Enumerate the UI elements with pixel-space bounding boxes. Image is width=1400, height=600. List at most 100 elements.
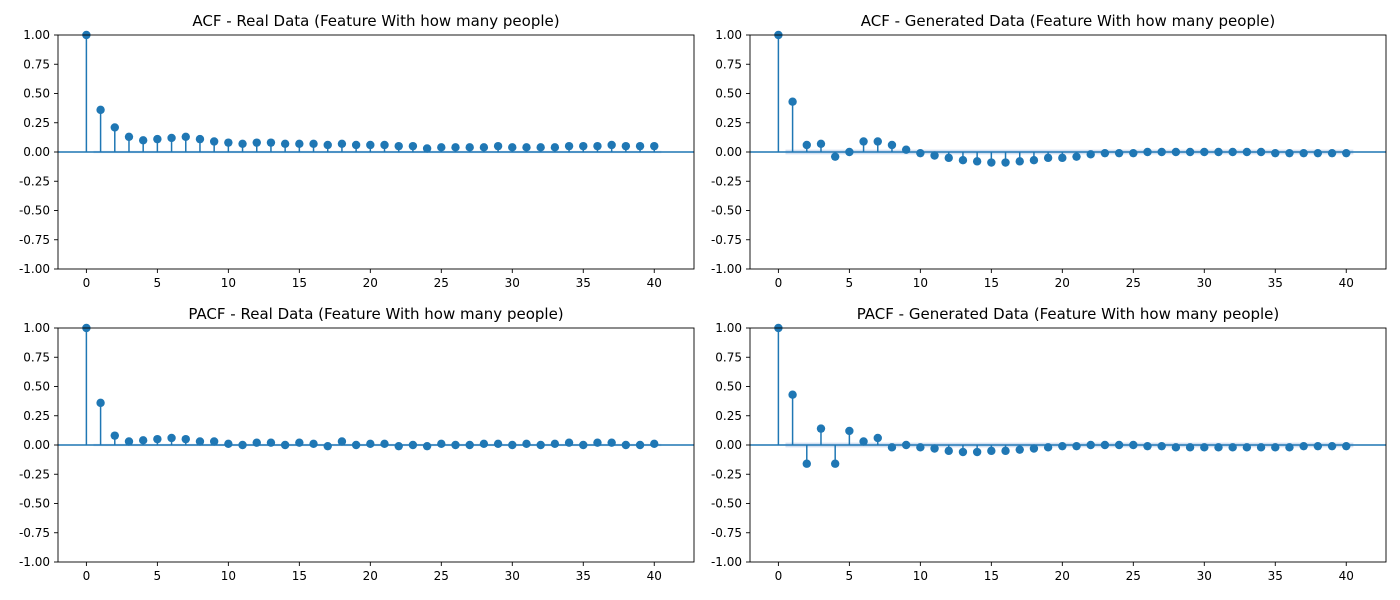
- acf-real-point: [366, 140, 375, 150]
- pacf-real-point: [224, 439, 233, 449]
- acf-real-panel: ACF - Real Data (Feature With how many p…: [19, 12, 695, 290]
- acf-real-xtick-label: 0: [83, 276, 91, 290]
- pacf-generated-ytick-label: 1.00: [715, 321, 742, 335]
- acf-real-ytick-label: -0.50: [19, 204, 50, 218]
- acf-real-point: [607, 140, 616, 150]
- acf-generated-point: [788, 97, 797, 106]
- pacf-real-point: [280, 440, 290, 450]
- acf-generated-point: [930, 151, 939, 160]
- pacf-generated-point: [916, 443, 925, 452]
- acf-generated-point: [1143, 147, 1152, 157]
- acf-generated-point: [944, 153, 953, 163]
- pacf-generated-xtick-label: 5: [846, 569, 854, 583]
- acf-generated-point: [1185, 147, 1195, 157]
- pacf-real-point: [96, 398, 105, 408]
- acf-generated-point: [1214, 147, 1223, 157]
- acf-real-point: [124, 132, 134, 141]
- pacf-generated-point: [845, 426, 854, 436]
- pacf-real-ytick-label: 0.00: [23, 438, 50, 452]
- pacf-real-ytick-label: 0.25: [23, 409, 50, 423]
- acf-generated-point: [1072, 152, 1081, 161]
- pacf-generated-point: [1214, 443, 1223, 452]
- acf-real-xtick-label: 40: [647, 276, 662, 290]
- acf-real-point: [437, 143, 446, 152]
- acf-generated-point: [1015, 157, 1024, 166]
- acf-generated-point: [1327, 148, 1337, 158]
- pacf-real-point: [380, 439, 389, 449]
- pacf-generated-point: [930, 444, 939, 453]
- pacf-generated-point: [1256, 443, 1266, 452]
- acf-real-point: [167, 133, 176, 143]
- acf-generated-point: [830, 152, 840, 161]
- acf-generated-point: [1200, 147, 1209, 157]
- acf-generated-point: [802, 140, 811, 150]
- pacf-generated-point: [1058, 441, 1067, 451]
- acf-generated-xtick-label: 35: [1268, 276, 1283, 290]
- acf-real-xtick-label: 25: [434, 276, 449, 290]
- acf-generated-ytick-label: 0.50: [715, 87, 742, 101]
- acf-real-point: [195, 134, 205, 144]
- acf-generated-point: [1299, 148, 1308, 158]
- acf-real-point: [479, 143, 489, 152]
- pacf-generated-point: [1185, 443, 1195, 452]
- acf-real-point: [110, 123, 119, 132]
- pacf-real-point: [209, 437, 219, 446]
- acf-generated-point: [1242, 147, 1252, 157]
- acf-real-point: [422, 144, 432, 153]
- pacf-real-title: PACF - Real Data (Feature With how many …: [188, 305, 563, 323]
- acf-real-ytick-label: -1.00: [19, 262, 50, 276]
- pacf-real-point: [351, 440, 361, 450]
- pacf-generated-xtick-label: 25: [1126, 569, 1141, 583]
- pacf-real-point: [650, 439, 659, 449]
- pacf-real-point: [153, 434, 162, 444]
- acf-real-ytick-label: 1.00: [23, 28, 50, 42]
- acf-real-point: [323, 140, 332, 150]
- pacf-generated-point: [859, 437, 868, 446]
- pacf-real-ytick-label: -0.75: [19, 526, 50, 540]
- acf-real-ytick-label: 0.00: [23, 145, 50, 159]
- acf-real-ytick-label: -0.25: [19, 174, 50, 188]
- acf-generated-point: [1114, 148, 1124, 158]
- acf-generated-xtick-label: 0: [775, 276, 783, 290]
- acf-real-point: [337, 139, 347, 149]
- pacf-generated-point: [1285, 443, 1294, 452]
- acf-generated-ytick-label: 0.25: [715, 116, 742, 130]
- pacf-generated-xtick-label: 10: [913, 569, 928, 583]
- pacf-real-point: [493, 439, 503, 449]
- pacf-real-point: [564, 438, 574, 447]
- acf-real-point: [351, 140, 361, 150]
- pacf-real-point: [295, 438, 304, 447]
- pacf-generated-ytick-label: -0.25: [711, 467, 742, 481]
- acf-real-point: [252, 138, 261, 147]
- pacf-real-point: [309, 439, 318, 449]
- pacf-real-point: [621, 440, 631, 450]
- acf-generated-xtick-label: 20: [1055, 276, 1070, 290]
- pacf-generated-xtick-label: 15: [984, 569, 999, 583]
- pacf-real-point: [550, 439, 560, 449]
- acf-real-point: [579, 141, 588, 151]
- acf-real-point: [295, 139, 304, 149]
- pacf-real-xtick-label: 20: [363, 569, 378, 583]
- pacf-real-ytick-label: -1.00: [19, 555, 50, 569]
- pacf-real-xtick-label: 15: [292, 569, 307, 583]
- pacf-real-point: [607, 438, 616, 447]
- acf-generated-point: [1313, 148, 1323, 158]
- pacf-real-point: [593, 438, 602, 447]
- pacf-real-xtick-label: 35: [576, 569, 591, 583]
- pacf-generated-point: [1086, 440, 1095, 450]
- acf-real-point: [224, 138, 233, 147]
- acf-generated-ytick-label: -0.25: [711, 174, 742, 188]
- pacf-generated-point: [1043, 443, 1053, 452]
- acf-real-point: [394, 141, 403, 151]
- pacf-real-point: [238, 440, 247, 450]
- pacf-real-point: [167, 433, 176, 443]
- pacf-generated-ytick-label: 0.00: [715, 438, 742, 452]
- acf-real-ytick-label: 0.50: [23, 87, 50, 101]
- acf-generated-point: [958, 155, 968, 165]
- acf-generated-xtick-label: 10: [913, 276, 928, 290]
- acf-generated-ytick-label: 1.00: [715, 28, 742, 42]
- acf-real-xtick-label: 30: [505, 276, 520, 290]
- pacf-real-ytick-label: 0.50: [23, 380, 50, 394]
- acf-generated-ytick-label: 0.00: [715, 145, 742, 159]
